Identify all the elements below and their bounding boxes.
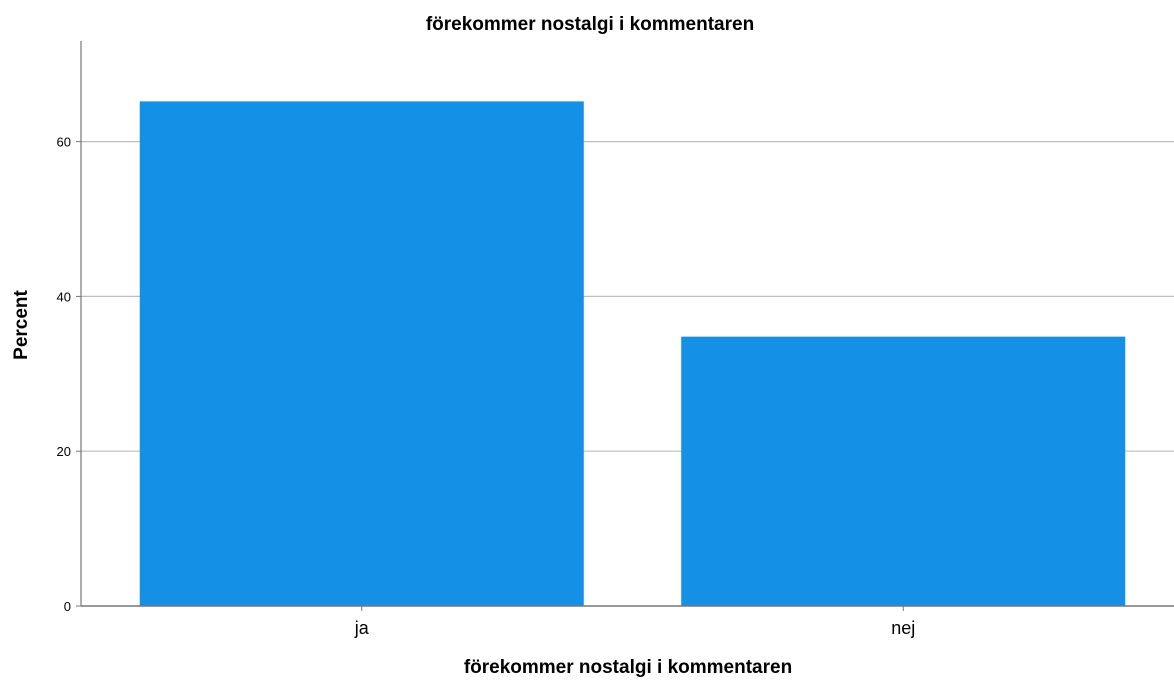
y-axis-title: Percent — [11, 289, 32, 359]
x-axis-title: förekommer nostalgi i kommentaren — [464, 657, 792, 678]
x-tick-label-nej: nej — [891, 618, 915, 638]
chart-title: förekommer nostalgi i kommentaren — [426, 14, 754, 35]
y-tick-label: 20 — [57, 444, 71, 459]
y-tick-label: 60 — [57, 135, 71, 150]
x-tick-label-ja: ja — [354, 618, 370, 638]
bars — [139, 101, 1126, 606]
y-tick-label: 0 — [64, 599, 71, 614]
bar-nej — [681, 336, 1126, 606]
axes — [80, 41, 1174, 607]
y-tick-label: 40 — [57, 289, 71, 304]
bar-ja — [139, 101, 584, 606]
x-tick-labels: ja nej — [354, 606, 915, 638]
y-tick-labels: 0 20 40 60 — [57, 135, 81, 614]
